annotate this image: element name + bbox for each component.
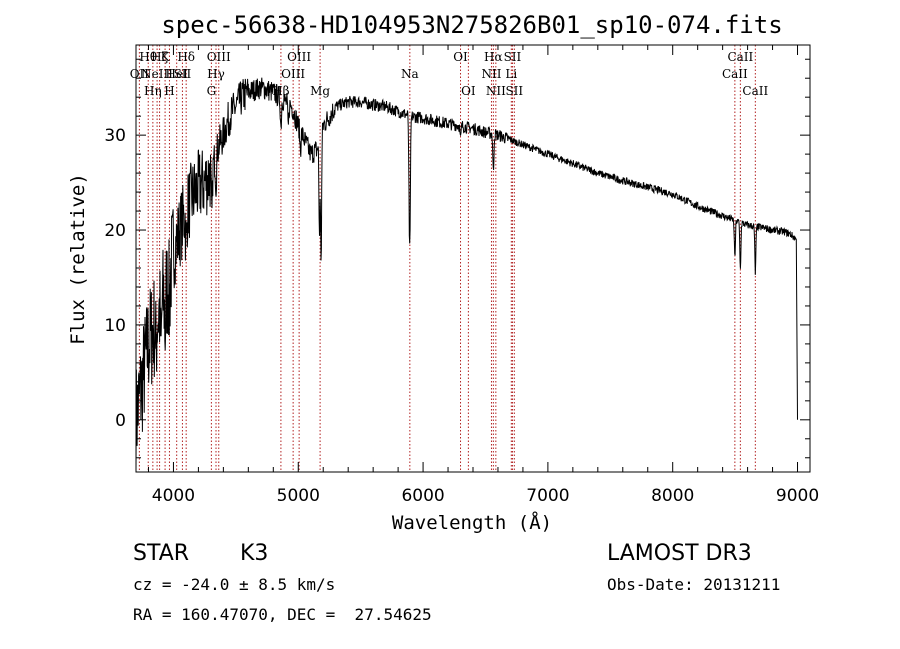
observation-date: Obs-Date: 20131211 (607, 575, 780, 594)
x-tick-label-4000: 4000 (152, 486, 195, 506)
x-tick-label-7000: 7000 (526, 486, 569, 506)
coordinates-readout: RA = 160.47070, DEC = 27.54625 (133, 605, 432, 624)
line-label-3: NeIII (141, 67, 173, 81)
line-label-27: CaII (727, 50, 753, 64)
line-label-19: OI (461, 84, 476, 98)
redshift-readout: cz = -24.0 ± 8.5 km/s (133, 575, 335, 594)
line-label-2: Hη (144, 84, 162, 98)
object-type: STAR (133, 541, 189, 566)
y-tick-label-30: 30 (104, 126, 126, 146)
line-label-21: Hα (484, 50, 503, 64)
y-axis-label: Flux (relative) (67, 173, 89, 345)
x-tick-label-8000: 8000 (651, 486, 694, 506)
line-label-18: OI (453, 50, 468, 64)
spectral-line-markers (138, 45, 756, 472)
line-label-12: OIII (207, 50, 231, 64)
survey-name: LAMOST DR3 (607, 541, 752, 566)
line-label-9: Hδ (177, 50, 195, 64)
line-label-11: Hγ (207, 67, 225, 81)
line-label-20: NII (481, 67, 501, 81)
line-label-8: SII (174, 67, 192, 81)
line-label-10: G (207, 84, 217, 98)
line-label-28: CaII (742, 84, 768, 98)
line-label-14: OIII (281, 67, 305, 81)
line-label-7: HeI (166, 67, 189, 81)
line-label-17: Na (401, 67, 419, 81)
line-label-5: K (161, 50, 171, 64)
x-tick-label-9000: 9000 (776, 486, 819, 506)
y-tick-label-20: 20 (104, 221, 126, 241)
spectral-line-labels: OIIHθHηNeIIIHζKHHeISIIHδGHγOIIIHβOIIIOII… (130, 50, 769, 98)
x-tick-label-5000: 5000 (277, 486, 320, 506)
line-label-26: CaII (722, 67, 748, 81)
line-label-15: OIII (287, 50, 311, 64)
y-tick-label-0: 0 (115, 411, 126, 431)
spectrum-series-line (135, 77, 798, 471)
line-label-24: SII (504, 50, 522, 64)
line-label-25: SII (505, 84, 523, 98)
line-label-0: OII (130, 67, 150, 81)
plot-frame (135, 44, 811, 473)
y-tick-label-10: 10 (104, 316, 126, 336)
y-axis: 0 10 20 30 (104, 58, 810, 459)
line-label-23: Li (505, 67, 517, 81)
line-label-6: H (164, 84, 174, 98)
line-label-16: Mg (310, 84, 330, 98)
x-axis: 4000 5000 6000 7000 8000 9000 (147, 45, 819, 506)
line-label-22: NII (486, 84, 506, 98)
x-axis-label: Wavelength (Å) (392, 511, 552, 534)
line-label-4: Hζ (151, 50, 168, 64)
chart-title: spec-56638-HD104953N275826B01_sp10-074.f… (161, 11, 782, 39)
line-label-1: Hθ (139, 50, 157, 64)
x-tick-label-6000: 6000 (401, 486, 444, 506)
spectral-subclass: K3 (240, 541, 268, 566)
